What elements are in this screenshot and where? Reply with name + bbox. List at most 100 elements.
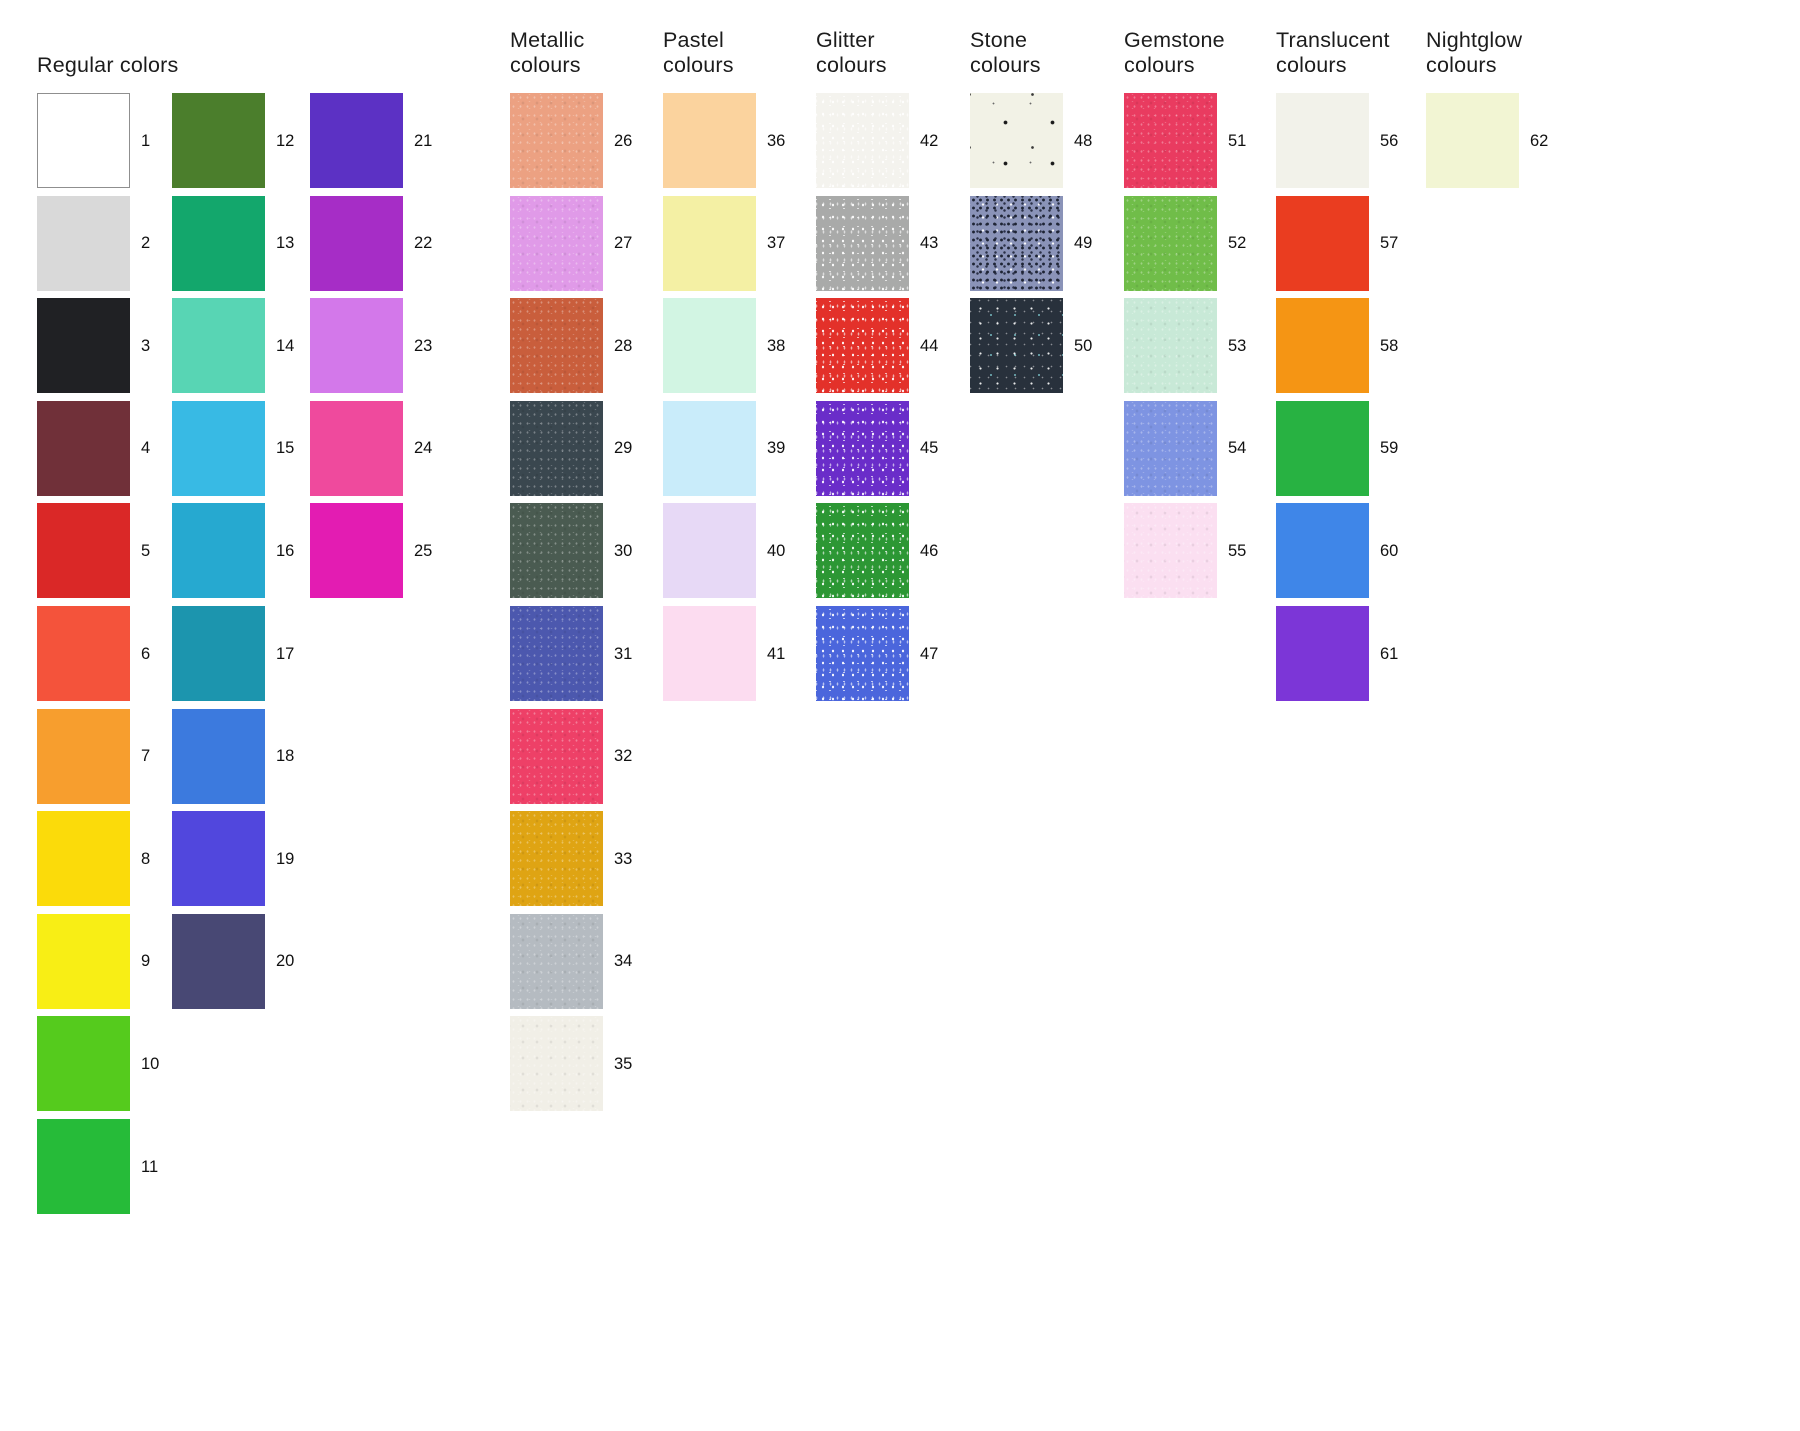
color-swatch-44: [816, 298, 909, 393]
swatch-number: 46: [920, 542, 939, 560]
group-title-translucent: Translucent colours: [1276, 28, 1390, 78]
color-swatch-61: [1276, 606, 1369, 701]
swatch-number: 11: [141, 1158, 159, 1176]
color-swatch-46: [816, 503, 909, 598]
color-swatch-56: [1276, 93, 1369, 188]
swatch-number: 23: [414, 337, 433, 355]
color-swatch-36: [663, 93, 756, 188]
color-swatch-13: [172, 196, 265, 291]
color-swatch-6: [37, 606, 130, 701]
swatch-number: 60: [1380, 542, 1399, 560]
swatch-number: 37: [767, 234, 786, 252]
swatch-number: 41: [767, 645, 786, 663]
group-title-nightglow: Nightglow colours: [1426, 28, 1522, 78]
swatch-number: 2: [141, 234, 151, 252]
color-swatch-29: [510, 401, 603, 496]
swatch-number: 16: [276, 542, 295, 560]
color-swatch-26: [510, 93, 603, 188]
swatch-number: 40: [767, 542, 786, 560]
color-swatch-54: [1124, 401, 1217, 496]
group-title-line: Translucent: [1276, 28, 1390, 52]
swatch-number: 45: [920, 439, 939, 457]
swatch-number: 7: [141, 747, 151, 765]
color-swatch-1: [37, 93, 130, 188]
swatch-number: 15: [276, 439, 295, 457]
color-swatch-52: [1124, 196, 1217, 291]
swatch-number: 34: [614, 952, 633, 970]
swatch-number: 49: [1074, 234, 1093, 252]
color-swatch-9: [37, 914, 130, 1009]
color-swatch-23: [310, 298, 403, 393]
color-swatch-5: [37, 503, 130, 598]
color-swatch-3: [37, 298, 130, 393]
group-title-line: colours: [1276, 53, 1347, 77]
color-swatch-2: [37, 196, 130, 291]
swatch-number: 42: [920, 132, 939, 150]
group-title-line: colours: [663, 53, 734, 77]
swatch-number: 55: [1228, 542, 1247, 560]
swatch-number: 1: [141, 132, 151, 150]
color-swatch-15: [172, 401, 265, 496]
color-swatch-18: [172, 709, 265, 804]
color-swatch-25: [310, 503, 403, 598]
group-title-line: colours: [1124, 53, 1195, 77]
group-title-line: Regular colors: [37, 53, 179, 77]
color-swatch-45: [816, 401, 909, 496]
swatch-number: 35: [614, 1055, 633, 1073]
swatch-number: 14: [276, 337, 295, 355]
swatch-number: 5: [141, 542, 151, 560]
swatch-number: 8: [141, 850, 151, 868]
color-swatch-27: [510, 196, 603, 291]
swatch-number: 17: [276, 645, 295, 663]
color-swatch-55: [1124, 503, 1217, 598]
color-swatch-40: [663, 503, 756, 598]
color-swatch-24: [310, 401, 403, 496]
swatch-number: 50: [1074, 337, 1093, 355]
swatch-number: 43: [920, 234, 939, 252]
color-swatch-16: [172, 503, 265, 598]
swatch-number: 6: [141, 645, 151, 663]
swatch-number: 39: [767, 439, 786, 457]
group-title-gemstone: Gemstone colours: [1124, 28, 1225, 78]
swatch-number: 3: [141, 337, 151, 355]
swatch-number: 54: [1228, 439, 1247, 457]
color-swatch-42: [816, 93, 909, 188]
swatch-number: 56: [1380, 132, 1399, 150]
color-swatch-60: [1276, 503, 1369, 598]
color-swatch-58: [1276, 298, 1369, 393]
swatch-number: 24: [414, 439, 433, 457]
group-title-line: Gemstone: [1124, 28, 1225, 52]
swatch-number: 21: [414, 132, 433, 150]
color-swatch-49: [970, 196, 1063, 291]
swatch-number: 20: [276, 952, 295, 970]
color-swatch-59: [1276, 401, 1369, 496]
swatch-number: 30: [614, 542, 633, 560]
group-title-stone: Stone colours: [970, 28, 1041, 78]
swatch-number: 27: [614, 234, 633, 252]
swatch-number: 12: [276, 132, 295, 150]
color-swatch-53: [1124, 298, 1217, 393]
color-swatch-21: [310, 93, 403, 188]
group-title-line: colours: [510, 53, 581, 77]
swatch-number: 4: [141, 439, 151, 457]
color-swatch-12: [172, 93, 265, 188]
group-title-line: Nightglow: [1426, 28, 1523, 52]
color-swatch-41: [663, 606, 756, 701]
color-swatch-11: [37, 1119, 130, 1214]
color-swatch-31: [510, 606, 603, 701]
swatch-number: 26: [614, 132, 633, 150]
swatch-number: 19: [276, 850, 295, 868]
group-title-glitter: Glitter colours: [816, 28, 887, 78]
swatch-number: 52: [1228, 234, 1247, 252]
group-title-line: Metallic: [510, 28, 585, 52]
color-swatch-8: [37, 811, 130, 906]
swatch-number: 13: [276, 234, 295, 252]
color-swatch-10: [37, 1016, 130, 1111]
swatch-number: 9: [141, 952, 151, 970]
swatch-number: 48: [1074, 132, 1093, 150]
color-swatch-28: [510, 298, 603, 393]
swatch-number: 38: [767, 337, 786, 355]
color-swatch-20: [172, 914, 265, 1009]
color-swatch-19: [172, 811, 265, 906]
